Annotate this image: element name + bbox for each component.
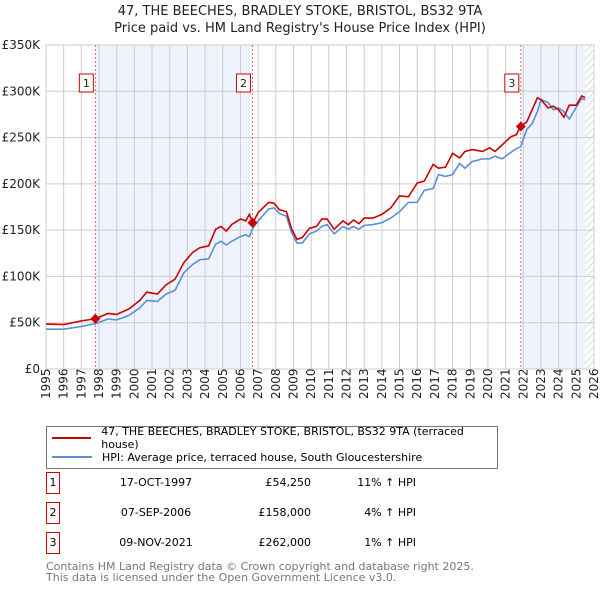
y-tick-label: £0	[25, 362, 40, 376]
x-tick-label: 2012	[340, 368, 354, 399]
shaded-range	[95, 45, 253, 369]
x-tick-label: 1997	[74, 368, 88, 399]
sale-label: 3	[508, 77, 515, 90]
y-tick-label: £50K	[9, 316, 41, 330]
plot-area: 1995 1996 1997 1998 1999 2000 2001 2002 2003 2004…	[2, 38, 600, 399]
sale-point	[247, 217, 258, 228]
sale-date: 17-OCT-1997	[119, 476, 193, 489]
x-tick-label: 2021	[499, 368, 513, 399]
sale-price: £158,000	[258, 506, 312, 519]
x-tick-label: 2014	[375, 368, 389, 399]
x-tick-label: 2003	[180, 368, 194, 399]
sale-date: 09-NOV-2021	[119, 536, 193, 549]
legend-label-property: 47, THE BEECHES, BRADLEY STOKE, BRISTOL,…	[101, 425, 464, 451]
y-tick-label: £350K	[2, 38, 42, 52]
x-tick-label: 2010	[304, 368, 318, 399]
footer-line-2: This data is licensed under the Open Gov…	[46, 571, 397, 584]
x-tick-label: 2002	[163, 368, 177, 399]
sale-number: 2	[46, 502, 60, 524]
sale-number: 1	[46, 472, 60, 494]
x-tick-label: 2004	[198, 368, 212, 399]
footer-line-1: Contains HM Land Registry data © Crown c…	[46, 560, 474, 573]
legend-red-line	[52, 437, 92, 439]
legend-blue-line	[52, 456, 92, 458]
y-tick-label: £250K	[2, 131, 42, 145]
hpi-line	[46, 97, 586, 330]
sale-date: 07-SEP-2006	[120, 506, 192, 519]
x-tick-label: 1999	[110, 368, 124, 399]
x-tick-label: 2011	[322, 368, 336, 399]
x-tick-label: 2001	[145, 368, 159, 399]
sale-label-box	[235, 73, 251, 93]
sale-point	[515, 121, 526, 132]
future-hatch	[585, 45, 594, 369]
sale-price: £262,000	[258, 536, 312, 549]
x-tick-label: 2025	[569, 368, 583, 399]
sale-label-box	[504, 73, 520, 93]
chart-subtitle: Price paid vs. HM Land Registry's House …	[114, 21, 486, 36]
sale-label: 1	[83, 77, 90, 90]
footer-text: Contains HM Land Registry data © Crown c…	[46, 561, 474, 583]
x-tick-label: 2020	[481, 368, 495, 399]
y-tick-label: £100K	[2, 269, 42, 283]
x-tick-label: 2000	[127, 368, 141, 399]
sale-point	[90, 313, 101, 324]
sale-hpi: 11% ↑ HPI	[357, 476, 416, 489]
sale-number: 3	[46, 532, 60, 554]
x-tick-label: 2024	[552, 368, 566, 399]
sale-row: 1 17-OCT-1997 £54,250 11% ↑ HPI	[46, 472, 446, 494]
x-tick-label: 2015	[393, 368, 407, 399]
legend-label-hpi: HPI: Average price, terraced house, Sout…	[102, 450, 423, 464]
sale-label-box	[78, 73, 94, 93]
x-tick-label: 1996	[57, 368, 71, 399]
y-tick-label: £200K	[2, 177, 42, 191]
sale-row: 2 07-SEP-2006 £158,000 4% ↑ HPI	[46, 502, 446, 524]
x-tick-label: 2026	[587, 368, 600, 399]
x-tick-label: 2008	[269, 368, 283, 399]
x-tick-label: 2016	[410, 368, 424, 399]
x-tick-label: 2006	[233, 368, 247, 399]
sale-price: £54,250	[265, 476, 312, 489]
sale-hpi: 4% ↑ HPI	[364, 506, 416, 519]
x-tick-label: 2007	[251, 368, 265, 399]
y-tick-label: £300K	[2, 84, 42, 98]
x-tick-label: 1998	[92, 368, 106, 399]
x-tick-label: 2018	[446, 368, 460, 399]
x-tick-label: 2005	[216, 368, 230, 399]
x-tick-label: 2017	[428, 368, 442, 399]
plot-border	[45, 44, 595, 370]
y-tick-label: £150K	[2, 223, 42, 237]
sale-label: 2	[240, 77, 247, 90]
x-tick-label: 1995	[39, 368, 53, 399]
x-tick-label: 2013	[357, 368, 371, 399]
x-tick-label: 2009	[286, 368, 300, 399]
sale-row: 3 09-NOV-2021 £262,000 1% ↑ HPI	[46, 532, 446, 554]
sale-hpi: 1% ↑ HPI	[364, 536, 416, 549]
x-tick-label: 2023	[534, 368, 548, 399]
legend: 47, THE BEECHES, BRADLEY STOKE, BRISTOL,…	[46, 425, 498, 469]
x-tick-label: 2022	[516, 368, 530, 399]
shaded-range	[520, 45, 586, 369]
x-tick-label: 2019	[463, 368, 477, 399]
chart-title: 47, THE BEECHES, BRADLEY STOKE, BRISTOL,…	[117, 4, 483, 19]
